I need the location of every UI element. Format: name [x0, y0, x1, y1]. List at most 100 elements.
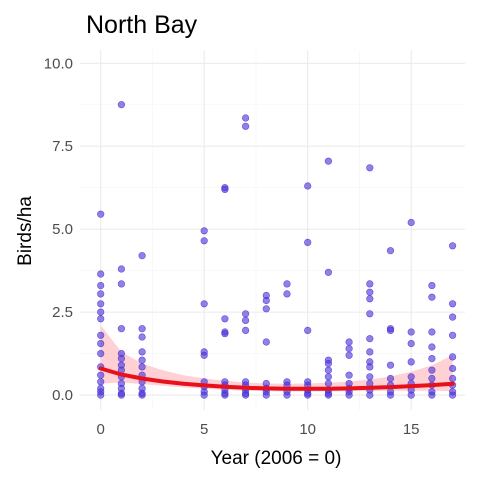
data-point: [449, 374, 457, 383]
y-tick-label: 5.0: [52, 221, 73, 238]
data-point: [366, 295, 374, 303]
data-point: [97, 290, 105, 298]
data-point: [97, 331, 105, 339]
x-tick-label: 5: [200, 421, 208, 438]
data-point: [407, 391, 415, 399]
data-point: [407, 373, 415, 381]
data-point: [97, 300, 105, 308]
x-tick-label: 0: [97, 421, 105, 438]
data-point: [138, 325, 146, 333]
fit-line-layer: [98, 366, 455, 391]
data-point: [304, 326, 312, 335]
data-point: [221, 330, 229, 338]
data-point: [449, 313, 457, 321]
data-point: [428, 391, 436, 399]
data-point: [386, 361, 395, 369]
data-point: [449, 242, 457, 250]
data-point: [117, 325, 125, 333]
data-point: [366, 280, 374, 288]
x-tick-label: 10: [299, 421, 316, 438]
data-point: [262, 391, 270, 399]
data-point: [366, 310, 374, 318]
data-point: [386, 374, 395, 383]
data-point: [449, 300, 457, 308]
data-point: [221, 315, 229, 323]
data-point: [97, 282, 105, 290]
y-tick-label: 7.5: [52, 138, 73, 155]
data-point: [428, 343, 436, 351]
data-point: [221, 391, 229, 399]
data-point: [324, 359, 333, 368]
data-point: [366, 348, 374, 356]
data-point: [117, 101, 125, 109]
data-point: [138, 391, 146, 399]
data-point: [262, 296, 270, 305]
data-point: [366, 288, 374, 296]
data-point: [97, 340, 105, 348]
data-point: [324, 391, 333, 399]
data-point: [138, 356, 146, 364]
data-point: [242, 316, 250, 325]
data-point: [428, 282, 436, 290]
data-point: [428, 374, 436, 383]
data-point: [138, 252, 146, 260]
data-point: [304, 391, 312, 399]
data-point: [345, 345, 353, 353]
x-tick-label: 15: [403, 421, 420, 438]
data-point: [242, 326, 250, 335]
data-point: [242, 391, 250, 399]
data-point: [386, 326, 395, 335]
data-point: [345, 391, 353, 399]
data-point: [366, 164, 374, 172]
data-point: [449, 364, 457, 373]
data-point: [407, 328, 415, 336]
data-point: [283, 391, 291, 399]
data-point: [366, 373, 374, 381]
y-tick-label: 10.0: [44, 55, 73, 72]
data-point: [97, 270, 105, 278]
data-point: [200, 351, 208, 359]
data-point: [345, 371, 353, 379]
data-point: [97, 371, 105, 379]
data-point: [262, 338, 270, 346]
grid: [80, 50, 465, 410]
data-point: [97, 378, 105, 386]
data-point: [449, 353, 457, 361]
data-point: [366, 335, 374, 343]
x-axis-title: Year (2006 = 0): [211, 448, 342, 469]
y-tick-label: 2.5: [52, 304, 73, 321]
data-point: [97, 308, 105, 316]
data-point: [138, 363, 146, 371]
data-point: [221, 185, 229, 193]
data-point: [324, 366, 333, 374]
data-point: [324, 373, 333, 381]
data-point: [117, 355, 125, 363]
data-point: [242, 114, 250, 122]
data-point: [428, 366, 436, 374]
data-point: [117, 391, 125, 399]
data-point: [407, 340, 415, 348]
data-point: [345, 338, 353, 346]
chart-title: North Bay: [86, 11, 198, 39]
data-point: [200, 237, 208, 245]
data-point: [97, 210, 105, 218]
data-point: [428, 328, 436, 336]
data-point: [428, 355, 436, 363]
data-point: [324, 379, 333, 388]
data-point: [200, 227, 208, 235]
data-point: [386, 391, 395, 399]
data-point: [407, 358, 415, 366]
tick-labels: 0 5 10 15 0.0 2.5 5.0 7.5 10.0: [44, 55, 420, 438]
data-point: [138, 348, 146, 356]
data-point: [304, 182, 312, 190]
data-point: [283, 290, 291, 298]
data-point: [138, 333, 146, 341]
data-point: [366, 391, 374, 399]
data-point: [262, 305, 270, 313]
data-point: [97, 350, 105, 358]
data-point: [407, 218, 415, 227]
data-point: [200, 391, 208, 399]
data-point: [345, 351, 353, 359]
data-point: [449, 331, 457, 339]
